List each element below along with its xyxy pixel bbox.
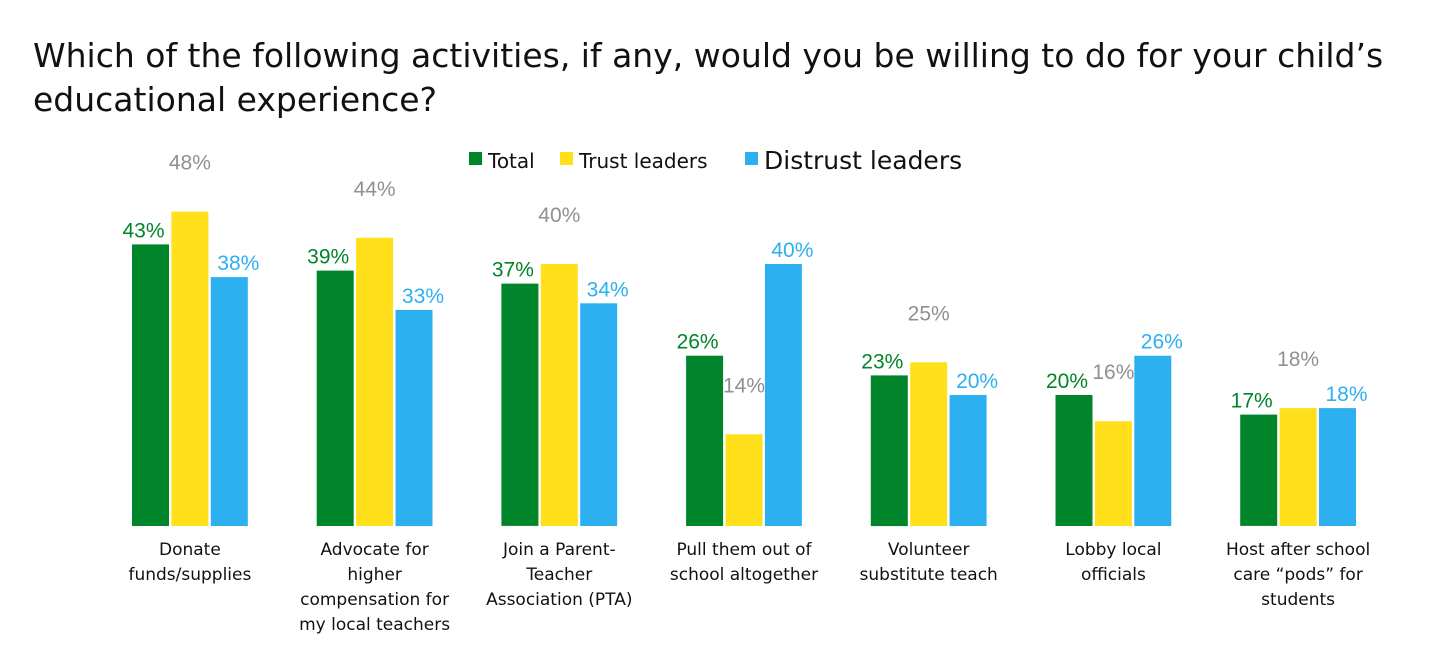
category-label-line: compensation for: [300, 590, 449, 610]
bar-total-5: [870, 375, 908, 527]
value-label-total-3: 37%: [492, 259, 534, 282]
category-label-line: school altogether: [670, 565, 818, 585]
bar-distrust-1: [210, 277, 248, 526]
bar-total-2: [316, 270, 354, 526]
category-label-line: students: [1261, 590, 1335, 610]
bar-trust-3: [540, 264, 578, 526]
value-label-trust-4: 14%: [723, 374, 765, 397]
bar-distrust-5: [949, 395, 987, 526]
category-label-line: Host after school: [1226, 540, 1370, 560]
category-label-3: Join a Parent- Teacher Association (PTA): [486, 540, 632, 610]
bar-total-3: [501, 283, 539, 526]
value-label-trust-1: 48%: [169, 152, 211, 175]
bar-total-4: [686, 355, 724, 526]
value-label-total-6: 20%: [1046, 370, 1088, 393]
bar-total-7: [1240, 414, 1278, 526]
category-label-5: Volunteer substitute teach: [860, 540, 998, 585]
bar-trust-4: [725, 434, 763, 526]
category-label-line: higher: [347, 565, 402, 585]
value-label-trust-2: 44%: [354, 178, 396, 201]
category-label-line: Teacher: [525, 565, 592, 585]
category-label-line: my local teachers: [299, 615, 450, 635]
value-label-trust-5: 25%: [908, 302, 950, 325]
bar-trust-2: [356, 237, 394, 527]
value-label-total-2: 39%: [307, 246, 349, 269]
category-label-line: care “pods” for: [1233, 565, 1362, 585]
category-label-4: Pull them out of school altogether: [670, 540, 818, 585]
bars: [132, 211, 1356, 527]
bar-trust-1: [171, 211, 209, 526]
value-label-distrust-1: 38%: [217, 252, 259, 275]
bar-distrust-4: [764, 264, 802, 526]
category-label-1: Donate funds/supplies: [128, 540, 251, 585]
legend-swatch-total: [469, 152, 482, 165]
bar-total-1: [132, 244, 169, 526]
bar-trust-5: [910, 362, 948, 527]
category-label-line: substitute teach: [860, 565, 998, 585]
category-label-line: Volunteer: [888, 540, 970, 560]
category-label-line: funds/supplies: [128, 565, 251, 585]
category-label-line: Donate: [159, 540, 221, 560]
value-label-trust-6: 16%: [1092, 361, 1134, 384]
value-labels: 43%48%38% 39%44%33%37%40%34%26%14%40%23%2…: [122, 152, 1367, 413]
value-label-distrust-4: 40%: [771, 239, 813, 262]
category-label-line: officials: [1081, 565, 1146, 585]
value-label-distrust-6: 26%: [1141, 331, 1183, 354]
category-label-6: Lobby local officials: [1065, 540, 1161, 585]
bar-distrust-2: [395, 309, 433, 527]
value-label-distrust-5: 20%: [956, 370, 998, 393]
value-label-total-1: 43%: [122, 219, 164, 242]
legend: Total Trust leaders Distrust leaders: [469, 146, 962, 175]
value-label-total-7: 17%: [1231, 390, 1273, 413]
category-label-line: Join a Parent-: [502, 540, 616, 560]
legend-swatch-distrust: [745, 152, 758, 165]
value-label-total-5: 23%: [861, 350, 903, 373]
category-label-line: Advocate for: [320, 540, 428, 560]
category-label-2: Advocate for higher compensation for my loc…: [299, 540, 450, 635]
value-label-distrust-3: 34%: [587, 278, 629, 301]
value-label-trust-7: 18%: [1277, 348, 1319, 371]
category-label-7: Host after school care “pods” for students: [1226, 540, 1370, 610]
legend-swatch-trust: [560, 152, 573, 165]
legend-label-total: Total: [487, 149, 535, 173]
category-labels: Donate funds/supplies Advocate for higher co…: [128, 540, 1370, 635]
category-label-line: Association (PTA): [486, 590, 632, 610]
category-label-line: Lobby local: [1065, 540, 1161, 560]
legend-label-distrust: Distrust leaders: [764, 146, 962, 175]
chart-title: Which of the following activities, if an…: [33, 36, 1384, 119]
bar-trust-7: [1279, 408, 1317, 526]
value-label-trust-3: 40%: [538, 204, 580, 227]
bar-distrust-3: [580, 303, 618, 526]
category-label-line: Pull them out of: [676, 540, 812, 560]
value-label-distrust-2: 33%: [402, 285, 444, 308]
bar-trust-6: [1094, 421, 1132, 526]
value-label-distrust-7: 18%: [1325, 383, 1367, 406]
bar-distrust-7: [1319, 408, 1356, 526]
value-label-total-4: 26%: [677, 331, 719, 354]
bar-total-6: [1055, 395, 1093, 526]
bar-distrust-6: [1134, 355, 1172, 526]
legend-label-trust: Trust leaders: [578, 149, 708, 173]
